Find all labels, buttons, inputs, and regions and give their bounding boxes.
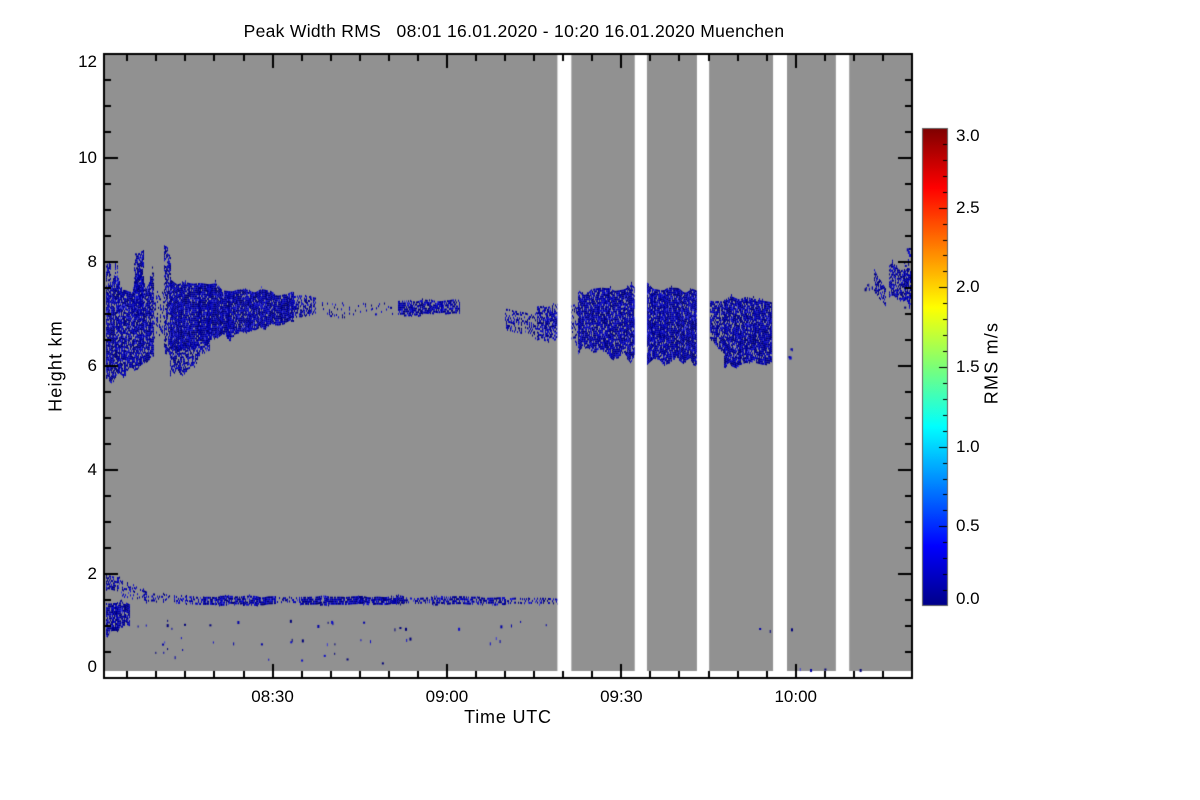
y-tick-label: 2 [87, 564, 97, 583]
x-tick-label: 08:30 [251, 687, 294, 706]
x-tick-label: 10:00 [774, 687, 818, 706]
y-tick-label: 6 [87, 356, 97, 375]
x-tick-label: 09:00 [425, 687, 469, 706]
colorbar-tick-label: 3.0 [956, 126, 980, 145]
colorbar-title: RMS m/s [981, 321, 1002, 405]
colorbar-tick-label: 2.0 [956, 277, 980, 297]
x-axis-title: Time UTC [464, 707, 552, 727]
colorbar-tick-label: 2.5 [956, 197, 980, 217]
y-tick-label: 10 [78, 148, 97, 167]
y-tick-label: 4 [87, 460, 97, 479]
colorbar-tick-label: 1.5 [956, 357, 980, 376]
y-tick-label: 0 [87, 657, 97, 676]
chart-title: Peak Width RMS 08:01 16.01.2020 - 10:20 … [243, 21, 785, 41]
y-tick-label: 12 [78, 52, 97, 71]
colorbar-tick-label: 0.5 [956, 516, 980, 536]
y-axis-title: Height km [45, 320, 66, 412]
x-tick-label: 09:30 [600, 687, 643, 706]
colorbar-tick-label: 1.0 [956, 436, 980, 456]
y-tick-label: 8 [87, 252, 97, 271]
colorbar-tick-label: 0.0 [956, 589, 980, 608]
